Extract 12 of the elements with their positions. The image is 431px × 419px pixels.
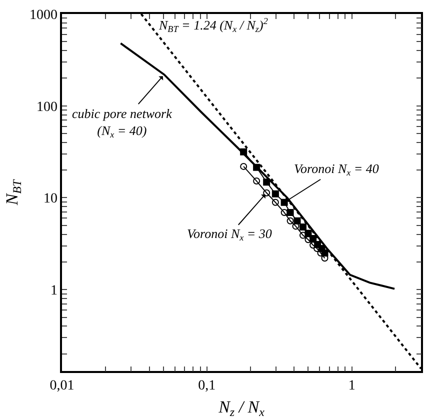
- y-tick-label: 100: [36, 100, 58, 115]
- y-tick-label: 1000: [29, 8, 58, 23]
- annotation: Voronoi N$_{x}$ = 40: [294, 161, 380, 178]
- x-tick-label: 0,1: [198, 378, 216, 394]
- x-tick-label: 1: [348, 378, 356, 394]
- annotation: cubic pore network (N$_{x}$ = 40): [72, 106, 172, 140]
- x-axis-title: N$_{z}$ / N$_{x}$: [218, 397, 266, 419]
- y-tick-label: 1: [50, 284, 58, 298]
- x-tick-label: 0,01: [50, 378, 74, 394]
- annotation: Voronoi N$_{x}$ = 30: [187, 226, 272, 243]
- annotation: N$_{BT}$ = 1.24 (N$_{x}$ / N$_{z}$)$^{2}$: [158, 16, 268, 34]
- y-tick-label: 10: [43, 192, 58, 207]
